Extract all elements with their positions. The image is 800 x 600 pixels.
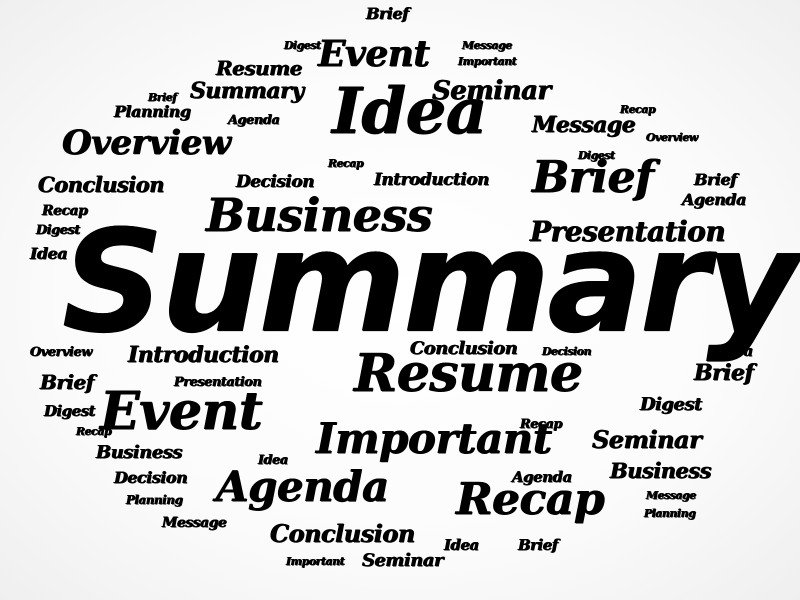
word-presentation: Presentation [174, 375, 262, 390]
word-planning: Planning [644, 507, 696, 520]
word-conclusion: Conclusion [410, 338, 518, 359]
word-message: Message [646, 489, 696, 502]
word-brief: Brief [40, 370, 94, 394]
word-idea: Idea [444, 536, 479, 554]
word-digest: Digest [284, 39, 321, 52]
word-overview: Overview [62, 123, 231, 163]
word-recap: Recap [76, 425, 112, 438]
word-business: Business [610, 458, 712, 483]
word-recap: Recap [456, 474, 605, 525]
word-brief: Brief [694, 170, 737, 189]
word-message: Message [532, 112, 636, 138]
word-summary: Summary [190, 78, 304, 104]
word-brief: Brief [148, 91, 177, 104]
word-resume: Resume [216, 56, 303, 80]
word-agenda: Agenda [228, 113, 280, 128]
word-planning: Planning [126, 493, 183, 507]
word-recap: Recap [620, 103, 656, 116]
word-conclusion: Conclusion [270, 519, 415, 548]
word-business: Business [96, 442, 183, 463]
word-agenda: Agenda [216, 462, 389, 511]
word-presentation: Presentation [530, 215, 726, 248]
word-message: Message [462, 39, 512, 52]
word-event: Event [318, 33, 430, 75]
word-introduction: Introduction [128, 342, 279, 368]
word-brief: Brief [518, 536, 558, 554]
word-brief: Brief [694, 360, 754, 386]
word-digest: Digest [44, 402, 96, 420]
word-planning: Planning [114, 102, 191, 121]
word-agenda: Agenda [512, 468, 572, 486]
word-event: Event [100, 381, 263, 442]
word-brief: Brief [532, 152, 654, 203]
word-recap: Recap [520, 417, 563, 432]
word-agenda: Agenda [682, 190, 746, 209]
word-conclusion: Conclusion [38, 172, 165, 197]
word-recap: Recap [42, 203, 88, 219]
word-seminar: Seminar [362, 550, 444, 571]
word-overview: Overview [30, 345, 92, 360]
word-decision: Decision [236, 172, 315, 192]
word-decision: Decision [542, 345, 592, 358]
word-important: Important [286, 555, 345, 568]
word-idea: Idea [30, 244, 68, 263]
word-overview: Overview [646, 131, 698, 144]
word-seminar: Seminar [432, 76, 551, 106]
word-important: Important [316, 414, 552, 463]
word-recap: Recap [328, 157, 364, 170]
word-decision: Decision [114, 468, 188, 487]
word-idea: Idea [258, 453, 288, 468]
word-important: Important [458, 55, 517, 68]
word-digest: Digest [36, 223, 80, 238]
word-summary-main: Summary [62, 200, 799, 365]
word-idea: Idea [718, 342, 753, 360]
word-digest: Digest [578, 149, 615, 162]
word-message: Message [162, 515, 227, 531]
word-idea: Idea [332, 74, 487, 149]
word-digest: Digest [640, 394, 702, 415]
word-brief: Brief [366, 4, 409, 23]
word-business: Business [206, 188, 433, 242]
word-introduction: Introduction [374, 170, 490, 190]
word-resume: Resume [354, 343, 583, 404]
word-seminar: Seminar [592, 425, 702, 454]
